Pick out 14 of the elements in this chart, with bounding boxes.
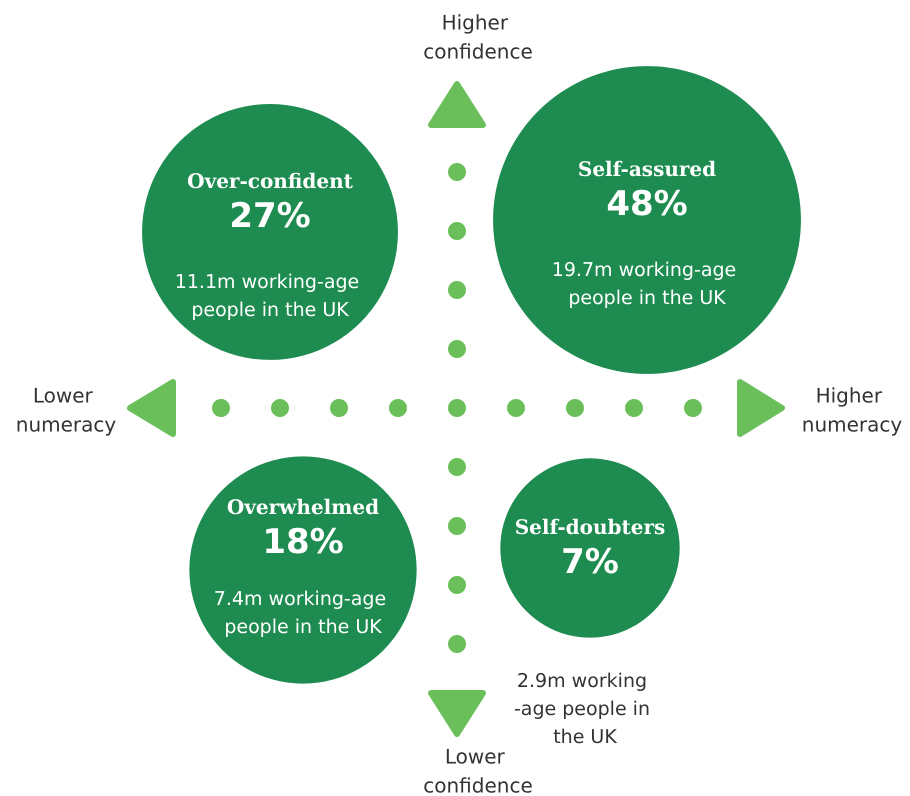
category-label: Self-assured [578,157,716,181]
data-label: 27% [229,196,311,236]
data-label: 48% [606,184,688,224]
data-label: 7% [561,542,619,582]
category-label: Over-confident [187,169,354,193]
text: 7.4m working-age people in the UK [214,588,392,638]
text: Lower numeracy [16,384,116,436]
text: 11.1m working-age people in the UK [174,271,366,321]
text: 19.7m working-age people in the UK [552,259,742,309]
text: Higher numeracy [802,384,902,436]
category-label: Self-doubters [514,515,666,539]
category-label: Overwhelmed [226,495,380,519]
data-label: 18% [262,522,344,562]
text: Higher confidence [423,10,533,64]
